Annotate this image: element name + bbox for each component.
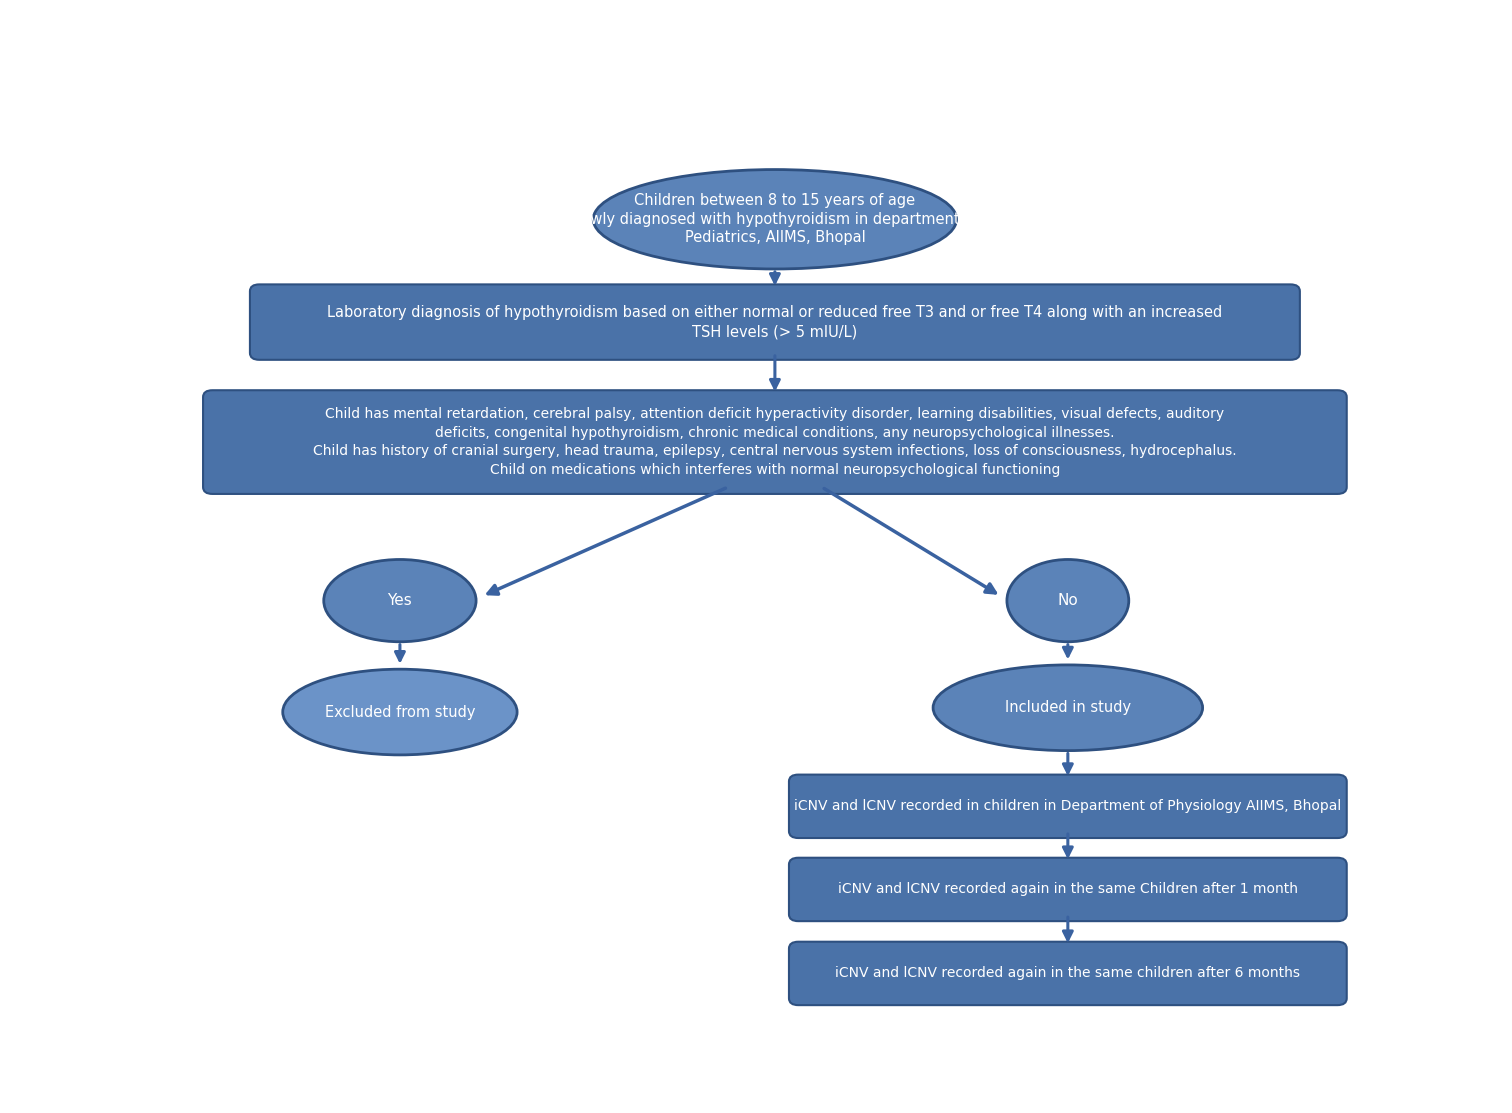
FancyBboxPatch shape (789, 775, 1347, 838)
Ellipse shape (324, 560, 476, 642)
Text: No: No (1057, 593, 1078, 608)
FancyBboxPatch shape (249, 285, 1300, 359)
Text: Children between 8 to 15 years of age
newly diagnosed with hypothyroidism in dep: Children between 8 to 15 years of age ne… (572, 194, 978, 245)
Text: Laboratory diagnosis of hypothyroidism based on either normal or reduced free T3: Laboratory diagnosis of hypothyroidism b… (327, 305, 1223, 339)
Text: iCNV and lCNV recorded again in the same Children after 1 month: iCNV and lCNV recorded again in the same… (838, 883, 1297, 896)
FancyBboxPatch shape (203, 391, 1347, 494)
FancyBboxPatch shape (789, 942, 1347, 1005)
Ellipse shape (1007, 560, 1129, 642)
Text: Excluded from study: Excluded from study (325, 705, 475, 719)
FancyBboxPatch shape (789, 858, 1347, 922)
Text: Child has mental retardation, cerebral palsy, attention deficit hyperactivity di: Child has mental retardation, cerebral p… (313, 407, 1237, 476)
Text: Included in study: Included in study (1005, 700, 1131, 716)
Text: iCNV and lCNV recorded again in the same children after 6 months: iCNV and lCNV recorded again in the same… (835, 966, 1300, 981)
Ellipse shape (933, 664, 1202, 750)
Ellipse shape (283, 669, 517, 755)
Text: iCNV and lCNV recorded in children in Department of Physiology AIIMS, Bhopal: iCNV and lCNV recorded in children in De… (794, 799, 1341, 814)
Ellipse shape (593, 169, 957, 269)
Text: Yes: Yes (387, 593, 413, 608)
